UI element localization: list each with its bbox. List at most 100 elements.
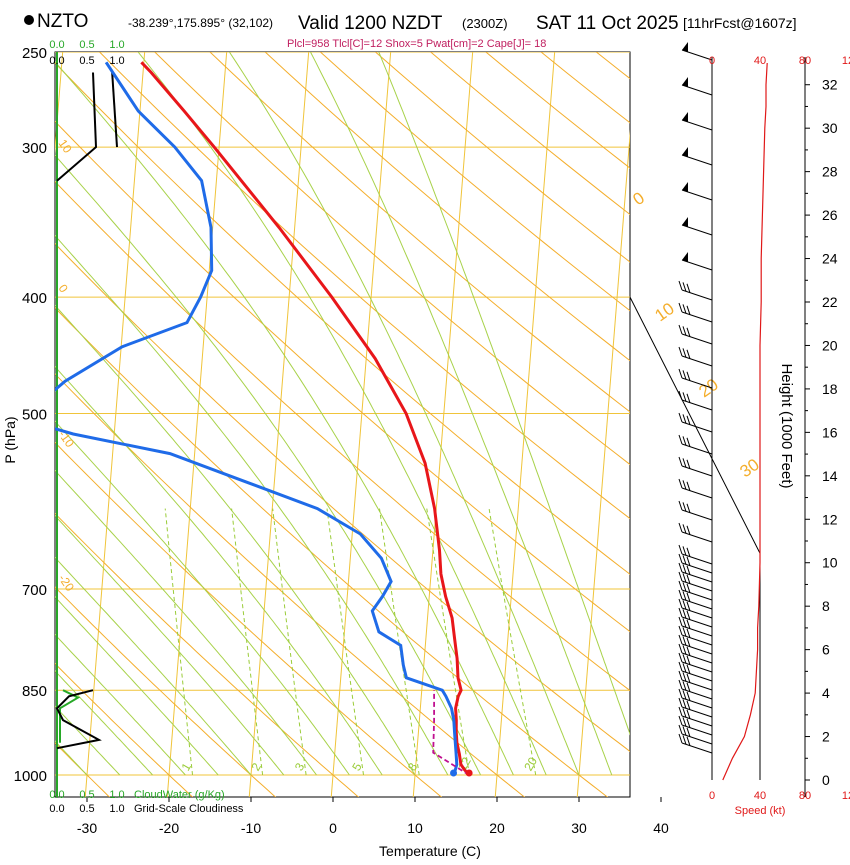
cloudiness-tick-top: 0.0 — [49, 55, 64, 67]
height-axis-title: Height (1000 Feet) — [778, 363, 795, 488]
wind-barb — [682, 590, 712, 600]
wind-barb-flag — [679, 457, 682, 466]
wind-barb — [682, 662, 712, 672]
station-id: NZTO — [37, 11, 88, 32]
wind-barb-flag — [679, 680, 682, 689]
wind-barb — [682, 734, 712, 744]
wind-barb-flag — [679, 501, 682, 510]
wind-barb-flag — [679, 281, 682, 290]
x-tick-label: 30 — [571, 820, 587, 836]
pressure-tick-label: 1000 — [14, 768, 47, 785]
wind-barb-flag — [679, 608, 682, 617]
station-dot-icon — [24, 15, 34, 25]
wind-barb-flag — [679, 662, 682, 671]
cloudwater-tick-top: 0.5 — [79, 39, 94, 51]
wind-barb — [682, 653, 712, 663]
wind-barb-flag — [679, 734, 682, 743]
speed-tick-top: 12 — [842, 55, 850, 67]
wind-speed-line — [723, 63, 767, 780]
wind-barb — [682, 466, 712, 476]
moist-adiabat-label: 10 — [651, 299, 677, 325]
wind-barb — [682, 680, 712, 690]
cloudiness-tick-top: 1.0 — [109, 55, 124, 67]
wind-barb-flag — [679, 581, 682, 590]
surface-dewpoint-dot — [450, 770, 457, 777]
height-tick-label: 6 — [822, 642, 830, 658]
wind-barb-flag — [679, 303, 682, 312]
wind-barb-flag — [679, 671, 682, 680]
x-tick-label: -30 — [77, 820, 97, 836]
wind-barb-flag — [679, 644, 682, 653]
wind-barb — [682, 488, 712, 498]
x-tick-label: 10 — [407, 820, 423, 836]
cloudiness-tick-top: 0.5 — [79, 55, 94, 67]
height-tick-label: 20 — [822, 337, 838, 353]
valid-time: Valid 1200 NZDT — [298, 13, 443, 34]
panel-connector-line — [630, 297, 760, 780]
wind-barb-flag — [679, 479, 682, 488]
wind-barb-flag — [679, 523, 682, 532]
height-tick-label: 32 — [822, 77, 838, 93]
cloudwater-tick-top: 1.0 — [109, 39, 124, 51]
height-tick-label: 0 — [822, 772, 830, 788]
x-tick-label: -10 — [241, 820, 261, 836]
wind-barb — [682, 510, 712, 520]
pressure-tick-label: 250 — [22, 45, 47, 62]
speed-tick-bottom: 12 — [842, 790, 850, 802]
wind-barb — [682, 581, 712, 591]
station-location: -38.239°,175.895° (32,102) — [128, 16, 273, 30]
cloudwater-tick-top: 0.0 — [49, 39, 64, 51]
cloudwater-tick-bottom: 0.0 — [49, 789, 64, 801]
forecast-info: [11hrFcst@1607z] — [683, 15, 797, 31]
wind-barb — [682, 356, 712, 366]
speed-tick-bottom: 80 — [799, 790, 811, 802]
wind-barb — [682, 644, 712, 654]
x-tick-label: 20 — [489, 820, 505, 836]
wind-barb-flag — [679, 572, 682, 581]
wind-barb-flag — [679, 413, 682, 422]
x-tick-label: 40 — [653, 820, 669, 836]
wind-barb — [682, 422, 712, 432]
wind-barb-flag — [679, 698, 682, 707]
dry-adiabat-line — [624, 31, 850, 806]
wind-barb — [682, 716, 712, 726]
wind-barb — [682, 563, 712, 573]
pressure-tick-label: 850 — [22, 683, 47, 700]
wind-barb-flag — [679, 554, 682, 563]
wind-barb-flag — [679, 725, 682, 734]
cloudiness-tick-bottom: 0.5 — [79, 803, 94, 815]
pressure-tick-label: 500 — [22, 407, 47, 424]
wind-barb — [682, 572, 712, 582]
sounding-params: Plcl=958 Tlcl[C]=12 Shox=5 Pwat[cm]=2 Ca… — [287, 38, 546, 50]
dry-adiabat-line — [788, 31, 850, 806]
speed-tick-bottom: 0 — [709, 790, 715, 802]
wind-barb — [682, 626, 712, 636]
wind-barb-flag — [679, 689, 682, 698]
wind-barb — [682, 554, 712, 564]
height-tick-label: 2 — [822, 729, 830, 745]
wind-barb-flag — [679, 347, 682, 356]
height-tick-label: 26 — [822, 207, 838, 223]
cloudwater-tick-bottom: 1.0 — [109, 789, 124, 801]
height-tick-label: 4 — [822, 685, 830, 701]
height-tick-label: 24 — [822, 251, 838, 267]
y-axis-title: P (hPa) — [2, 416, 18, 463]
moist-adiabat-label: 30 — [736, 455, 762, 481]
height-tick-label: 28 — [822, 164, 838, 180]
wind-barb-flag — [679, 369, 682, 378]
wind-barb-flag — [679, 635, 682, 644]
height-tick-label: 18 — [822, 381, 838, 397]
cloudiness-tick-bottom: 0.0 — [49, 803, 64, 815]
wind-barb-flag — [679, 653, 682, 662]
cloudiness-tick-bottom: 1.0 — [109, 803, 124, 815]
wind-barb — [682, 743, 712, 753]
moist-adiabat-label: 20 — [695, 375, 721, 401]
cloudwater-tick-bottom: 0.5 — [79, 789, 94, 801]
wind-barb-flag — [679, 716, 682, 725]
x-axis-title: Temperature (C) — [379, 843, 481, 859]
pressure-tick-label: 700 — [22, 582, 47, 599]
wind-barb — [682, 312, 712, 322]
